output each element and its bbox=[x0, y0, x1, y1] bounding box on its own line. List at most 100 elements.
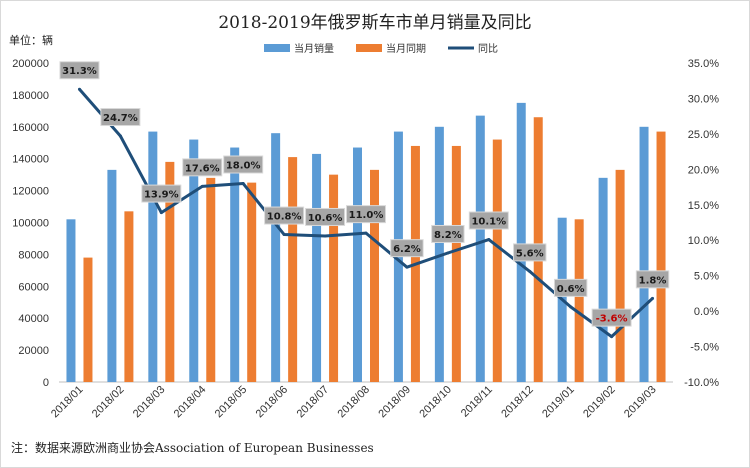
y-left-tick-label: 200000 bbox=[12, 58, 49, 70]
x-tick-label: 2018/01 bbox=[49, 384, 86, 421]
yoy-point bbox=[159, 211, 163, 215]
data-label-text: 11.0% bbox=[349, 210, 384, 221]
data-label-box bbox=[635, 270, 670, 289]
x-tick-label: 2018/05 bbox=[213, 384, 250, 421]
yoy-point bbox=[241, 182, 245, 186]
yoy-point bbox=[77, 87, 81, 91]
data-labels: 31.3% 24.7% 13.9% 17.6% 18.0% 10.8% 10.6% 11.0%… bbox=[59, 61, 670, 327]
x-tick-label: 2019/03 bbox=[622, 384, 659, 421]
bar-prior-period bbox=[615, 169, 625, 382]
yoy-point bbox=[651, 296, 655, 300]
data-label-box bbox=[513, 243, 547, 262]
data-label-box bbox=[431, 224, 465, 243]
y-left-tick-label: 80000 bbox=[18, 249, 49, 261]
bars bbox=[66, 102, 666, 382]
data-label-text: 17.6% bbox=[185, 163, 220, 174]
data-label-box bbox=[468, 211, 509, 230]
y-left-tick-label: 180000 bbox=[12, 90, 49, 102]
x-tick-label: 2018/12 bbox=[499, 384, 536, 421]
data-label-text: 0.6% bbox=[557, 284, 585, 295]
x-tick-label: 2018/11 bbox=[459, 384, 495, 420]
y-left-tick-label: 40000 bbox=[18, 313, 49, 325]
y-left-tick-label: 160000 bbox=[12, 122, 49, 134]
y-left-tick-label: 0 bbox=[43, 377, 49, 389]
bar-prior-period bbox=[165, 161, 175, 382]
yoy-point bbox=[282, 233, 286, 237]
data-label-text: 18.0% bbox=[226, 161, 261, 172]
yoy-point bbox=[487, 238, 491, 242]
x-tick-label: 2018/08 bbox=[336, 384, 373, 421]
data-label-text: 10.8% bbox=[267, 212, 302, 223]
data-label-box bbox=[59, 61, 100, 80]
bar-prior-period bbox=[83, 257, 93, 382]
legend-swatch-sales bbox=[264, 44, 290, 52]
data-label-text: 31.3% bbox=[62, 66, 97, 77]
bar-prior-period bbox=[492, 139, 502, 382]
yoy-point bbox=[528, 269, 532, 273]
data-label-text: 10.1% bbox=[471, 217, 506, 228]
yoy-point bbox=[569, 305, 573, 309]
bar-sales bbox=[598, 177, 608, 382]
bar-sales bbox=[475, 115, 485, 382]
y-right-tick-label: 0.0% bbox=[694, 306, 719, 318]
bar-sales bbox=[66, 219, 76, 382]
x-tick-label: 2018/09 bbox=[376, 384, 413, 421]
data-label-text: -3.6% bbox=[596, 314, 628, 325]
data-label-text: 1.8% bbox=[639, 275, 667, 286]
y-right-tick-label: -5.0% bbox=[690, 342, 719, 354]
data-label-box bbox=[305, 207, 346, 226]
yoy-point bbox=[118, 134, 122, 138]
data-label-text: 6.2% bbox=[393, 244, 421, 255]
y-right-tick-label: 10.0% bbox=[688, 235, 719, 247]
x-tick-label: 2018/06 bbox=[254, 384, 291, 421]
yoy-point bbox=[323, 234, 327, 238]
data-label-text: 24.7% bbox=[103, 113, 138, 124]
bar-prior-period bbox=[656, 131, 666, 382]
yoy-point bbox=[446, 251, 450, 255]
bar-prior-period bbox=[124, 211, 134, 382]
legend-label-sales: 当月销量 bbox=[294, 42, 334, 55]
bar-sales bbox=[639, 126, 649, 382]
bar-prior-period bbox=[451, 145, 461, 382]
legend-label-yoy: 同比 bbox=[478, 43, 498, 55]
yoy-point bbox=[405, 265, 409, 269]
x-tick-label: 2018/02 bbox=[90, 384, 127, 421]
bar-sales bbox=[148, 131, 158, 382]
data-label-text: 10.6% bbox=[308, 213, 343, 224]
bar-sales bbox=[107, 169, 117, 382]
legend: 当月销量 当月同期 同比 bbox=[264, 42, 498, 55]
legend-label-prior: 当月同期 bbox=[386, 42, 426, 55]
y-left-tick-label: 60000 bbox=[18, 281, 49, 293]
chart-title: 2018-2019年俄罗斯车市单月销量及同比 bbox=[218, 13, 531, 33]
data-label-box bbox=[100, 108, 141, 127]
x-tick-label: 2018/04 bbox=[172, 384, 209, 421]
y-left-tick-label: 120000 bbox=[12, 186, 49, 198]
data-label-text: 5.6% bbox=[516, 248, 544, 259]
y-right-tick-label: 15.0% bbox=[688, 200, 719, 212]
source-note: 注：数据来源欧洲商业协会Association of European Busi… bbox=[11, 440, 374, 455]
y-right-tick-label: -10.0% bbox=[684, 377, 719, 389]
data-label-box bbox=[390, 239, 424, 258]
data-label-text: 13.9% bbox=[144, 190, 179, 201]
data-label-text: 8.2% bbox=[434, 230, 462, 241]
bar-prior-period bbox=[206, 177, 216, 382]
data-label-box bbox=[553, 278, 588, 297]
bar-sales bbox=[230, 147, 240, 382]
y-right-tick-label: 30.0% bbox=[688, 93, 719, 105]
data-label-box bbox=[223, 155, 264, 174]
yoy-point bbox=[200, 184, 204, 188]
bar-prior-period bbox=[574, 219, 584, 382]
bar-sales bbox=[353, 147, 362, 382]
data-label-box bbox=[264, 206, 305, 225]
y-left-tick-label: 20000 bbox=[18, 345, 49, 357]
yoy-point bbox=[610, 335, 614, 339]
x-tick-label: 2019/01 bbox=[540, 384, 577, 421]
data-label-box bbox=[346, 205, 386, 224]
yoy-point bbox=[364, 231, 368, 235]
bar-sales bbox=[516, 102, 526, 382]
data-label-box bbox=[182, 158, 223, 177]
x-tick-label: 2018/07 bbox=[295, 384, 332, 421]
y-right-tick-label: 5.0% bbox=[694, 271, 719, 283]
